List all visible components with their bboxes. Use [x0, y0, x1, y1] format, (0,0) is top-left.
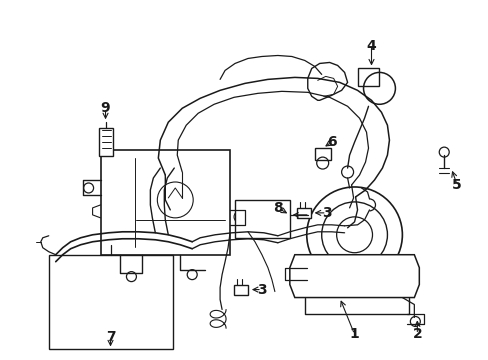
- Bar: [49, 255, 173, 349]
- Polygon shape: [307, 62, 347, 100]
- Text: 9: 9: [101, 101, 110, 115]
- Text: 5: 5: [451, 178, 461, 192]
- Bar: [314, 148, 330, 160]
- Text: 1: 1: [349, 327, 359, 341]
- Polygon shape: [289, 255, 419, 298]
- Bar: [235, 200, 289, 238]
- Text: 2: 2: [411, 327, 421, 341]
- Bar: [296, 208, 310, 218]
- Text: 6: 6: [326, 135, 336, 149]
- Text: 3: 3: [257, 283, 266, 297]
- Bar: [99, 128, 112, 156]
- Text: 8: 8: [272, 201, 282, 215]
- Text: 3: 3: [321, 206, 331, 220]
- Bar: [101, 150, 229, 255]
- Text: 4: 4: [366, 39, 376, 53]
- Bar: [234, 285, 247, 294]
- Bar: [357, 68, 379, 86]
- Text: 7: 7: [105, 330, 115, 345]
